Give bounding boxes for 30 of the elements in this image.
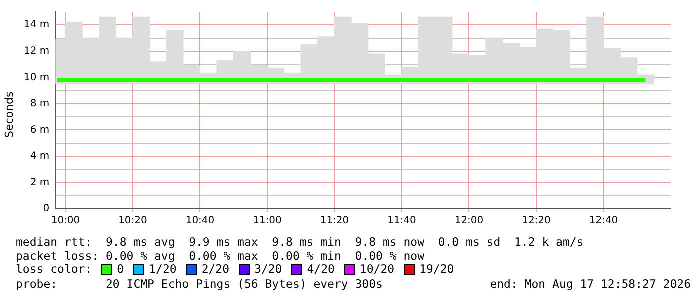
y-tick-label: 2 m — [30, 177, 50, 188]
x-tick-label: 12:40 — [589, 216, 618, 227]
x-tick-label: 10:20 — [118, 216, 148, 227]
text: packet loss: 0.00 % avg 0.00 % max 0.00 % min 0.00 % now — [16, 249, 424, 263]
y-tick-label: 4 m — [30, 151, 50, 162]
x-tick-label: 10:00 — [51, 216, 80, 227]
x-tick-label: 10:40 — [186, 216, 215, 227]
x-tick-label: 11:40 — [388, 216, 416, 227]
legend-label: 10/20 — [360, 262, 395, 276]
y-tick-label: 14 m — [24, 20, 50, 31]
y-axis-title: Seconds — [3, 92, 16, 138]
text: probe: 20 ICMP Echo Pings (56 Bytes) every 300s — [16, 277, 383, 291]
x-tick-label: 12:00 — [454, 216, 484, 227]
x-tick-label: 11:20 — [320, 216, 350, 227]
legend-label: 0 — [117, 262, 124, 276]
legend-label: 1/20 — [149, 262, 177, 276]
text: end: Mon Aug 17 12:58:27 2026 — [490, 277, 691, 291]
text: median rtt: 9.8 ms avg 9.9 ms max 9.8 ms min 9.8 ms now 0.0 ms sd 1.2 k am/s — [16, 235, 584, 249]
legend-title: loss color: — [16, 262, 92, 276]
legend-label: 3/20 — [254, 262, 282, 276]
y-tick-label: 10 m — [24, 72, 50, 84]
legend-label: 19/20 — [420, 262, 454, 276]
y-tick-label: 0 — [43, 204, 50, 215]
y-tick-label: 12 m — [24, 46, 50, 57]
y-tick-label: 6 m — [30, 124, 50, 136]
legend-label: 2/20 — [202, 262, 230, 276]
x-tick-label: 12:20 — [522, 216, 551, 227]
legend-label: 4/20 — [307, 262, 335, 276]
x-tick-label: 11:00 — [253, 216, 282, 227]
y-tick-label: 8 m — [30, 98, 50, 110]
